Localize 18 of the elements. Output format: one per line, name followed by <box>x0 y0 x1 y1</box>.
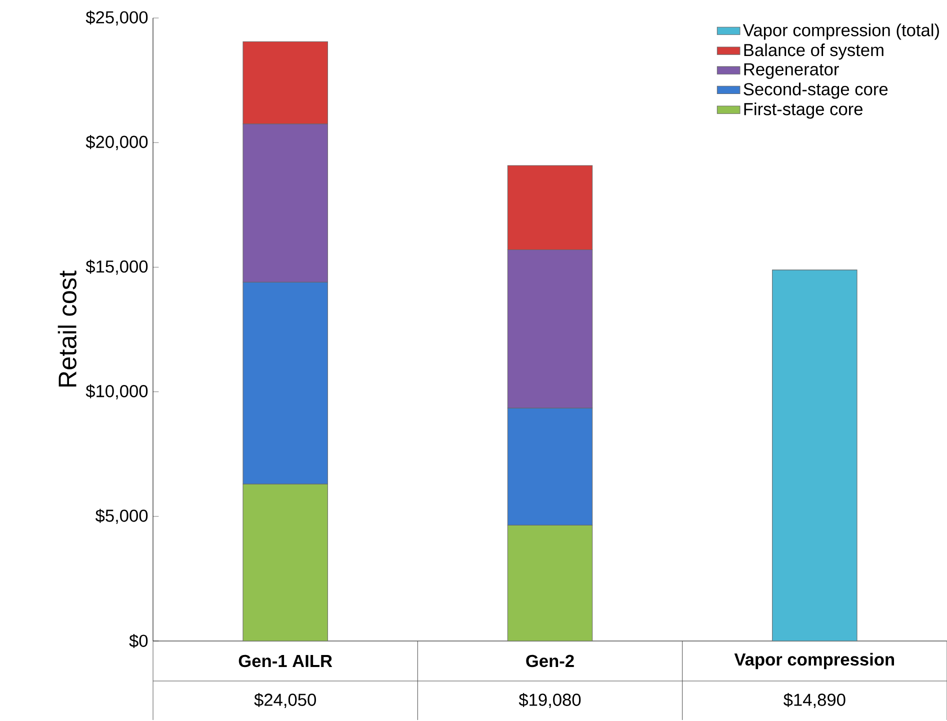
legend-label: First-stage core <box>744 102 862 119</box>
total-label: $19,080 <box>518 692 581 708</box>
legend-label: Regenerator <box>744 63 839 79</box>
x-tick-label: Gen-1 AILR <box>238 654 332 668</box>
y-axis-title: Retail cost <box>58 270 76 387</box>
legend-label: Balance of system <box>744 43 884 60</box>
total-label: $24,050 <box>254 692 316 708</box>
x-tick-label: Gen-2 <box>526 654 574 668</box>
y-tick-label: $15,000 <box>86 260 148 275</box>
y-tick-label: $5,000 <box>95 508 148 524</box>
legend-label: Second-stage core <box>744 82 888 99</box>
y-tick-label: $20,000 <box>86 135 148 150</box>
legend-label: Vapor compression (total) <box>742 24 939 40</box>
y-tick-label: $25,000 <box>86 10 148 26</box>
total-label: $14,890 <box>784 692 846 708</box>
y-tick-label: $10,000 <box>86 384 148 400</box>
x-tick-label: Vapor compression <box>734 652 894 670</box>
y-tick-label: $0 <box>129 634 148 648</box>
